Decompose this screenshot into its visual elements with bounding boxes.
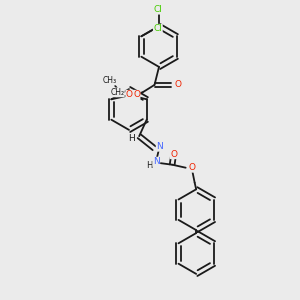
Text: CH₃: CH₃ [103,76,117,85]
Text: CH₂: CH₂ [110,88,124,97]
Text: O: O [188,163,195,172]
Text: O: O [126,90,133,99]
Text: O: O [174,80,181,89]
Text: N: N [156,142,163,151]
Text: H: H [128,134,135,143]
Text: N: N [153,157,160,166]
Text: O: O [170,150,177,159]
Text: H: H [146,161,153,170]
Text: O: O [133,90,140,99]
Text: Cl: Cl [153,24,162,33]
Text: Cl: Cl [153,5,162,14]
